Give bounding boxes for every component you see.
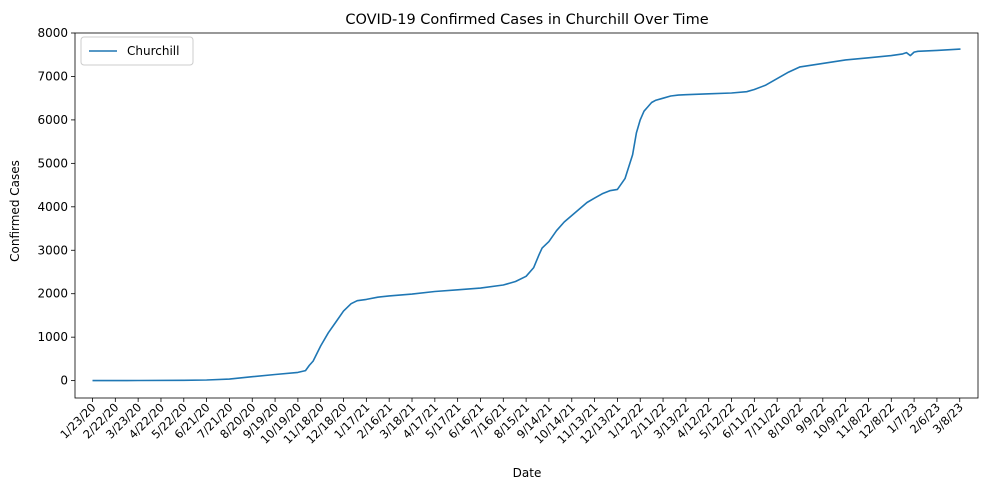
plot-area: 0100020003000400050006000700080001/23/20… <box>37 26 979 447</box>
legend-label: Churchill <box>127 44 179 58</box>
y-tick-label: 5000 <box>37 156 68 170</box>
y-tick-label: 6000 <box>37 113 68 127</box>
y-tick-label: 2000 <box>37 287 68 301</box>
y-tick-label: 4000 <box>37 200 68 214</box>
x-axis-label: Date <box>513 466 542 480</box>
series-line-churchill <box>92 48 961 382</box>
y-tick-label: 7000 <box>37 69 68 83</box>
y-tick-label: 1000 <box>37 330 68 344</box>
legend: Churchill <box>80 36 194 66</box>
y-tick-label: 3000 <box>37 243 68 257</box>
y-axis-label: Confirmed Cases <box>8 160 22 262</box>
y-tick-label: 8000 <box>37 26 68 40</box>
legend-box <box>80 36 194 66</box>
chart-title: COVID-19 Confirmed Cases in Churchill Ov… <box>345 12 708 28</box>
plot-frame <box>74 32 979 399</box>
y-tick-label: 0 <box>60 374 68 388</box>
